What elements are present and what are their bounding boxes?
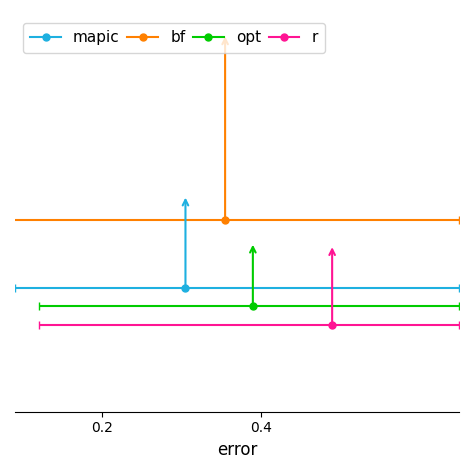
Legend: mapic, bf, opt, r: mapic, bf, opt, r bbox=[23, 23, 325, 53]
X-axis label: error: error bbox=[217, 441, 257, 459]
